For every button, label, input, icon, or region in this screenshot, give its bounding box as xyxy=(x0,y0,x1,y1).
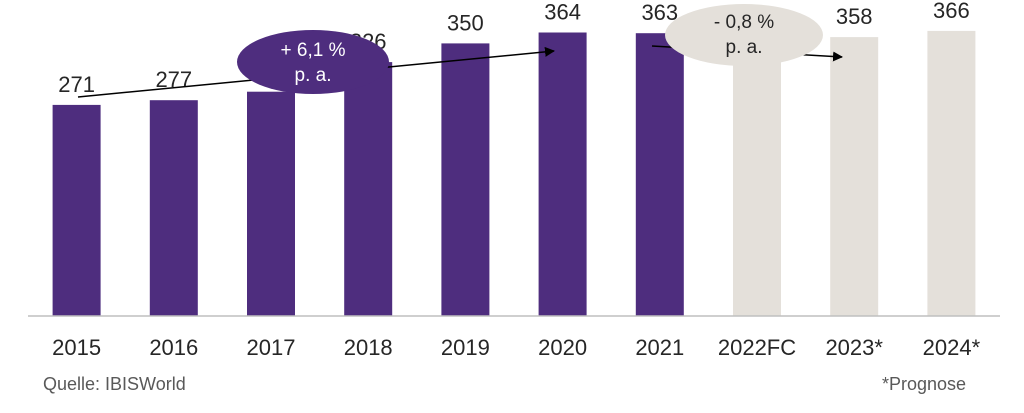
bar-2018 xyxy=(344,62,393,316)
growth-bubble-forecast xyxy=(665,4,823,66)
bar-2021 xyxy=(635,33,684,316)
x-tick-label-2022FC: 2022FC xyxy=(718,335,796,360)
x-tick-label-2020: 2020 xyxy=(538,335,587,360)
x-tick-label-2015: 2015 xyxy=(52,335,101,360)
x-tick-label-2016: 2016 xyxy=(149,335,198,360)
bar-2020 xyxy=(538,32,587,316)
value-label-2020: 364 xyxy=(544,0,581,25)
value-label-2023*: 358 xyxy=(836,4,873,29)
bar-2023* xyxy=(830,37,879,316)
x-tick-label-2023*: 2023* xyxy=(825,335,883,360)
growth-period-actual: p. a. xyxy=(295,65,332,86)
value-label-2015: 271 xyxy=(58,72,95,97)
forecast-footnote: *Prognose xyxy=(881,374,966,394)
bar-2017 xyxy=(247,91,295,316)
growth-rate-actual: + 6,1 % xyxy=(281,40,346,61)
growth-rate-forecast: - 0,8 % xyxy=(714,12,774,33)
x-tick-label-2017: 2017 xyxy=(247,335,296,360)
x-tick-label-2021: 2021 xyxy=(635,335,684,360)
bar-2019 xyxy=(441,43,490,317)
bar-2024* xyxy=(927,30,976,317)
x-tick-label-2018: 2018 xyxy=(344,335,393,360)
x-tick-label-2024*: 2024* xyxy=(923,335,981,360)
value-label-2021: 363 xyxy=(641,0,678,25)
bar-2015 xyxy=(52,104,101,317)
bar-2016 xyxy=(149,100,198,316)
value-label-2024*: 366 xyxy=(933,0,970,23)
bar-2022FC xyxy=(733,35,781,316)
growth-bubble-actual xyxy=(237,30,389,94)
x-tick-label-2019: 2019 xyxy=(441,335,490,360)
source-note: Quelle: IBISWorld xyxy=(43,374,186,394)
growth-period-forecast: p. a. xyxy=(726,37,763,58)
value-label-2019: 350 xyxy=(447,10,484,35)
